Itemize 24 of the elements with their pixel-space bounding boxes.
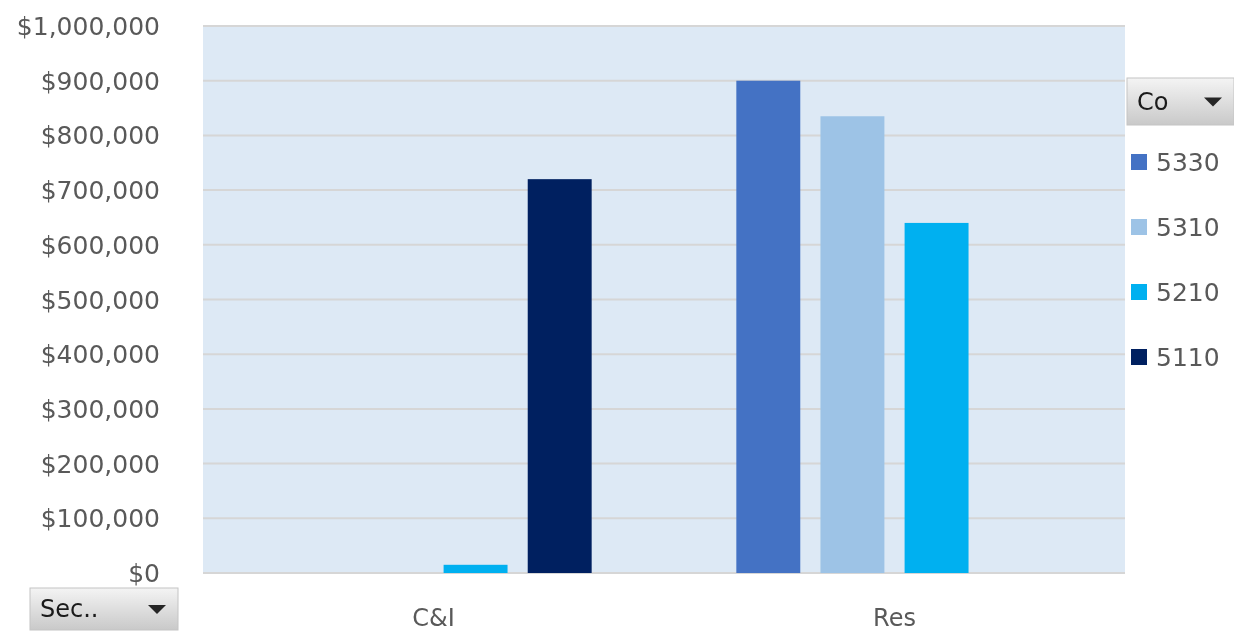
legend-title: Co bbox=[1137, 87, 1169, 116]
y-tick-label: $900,000 bbox=[40, 66, 160, 96]
y-tick-label: $400,000 bbox=[40, 340, 160, 370]
legend-label: 5330 bbox=[1156, 148, 1220, 177]
y-tick-label: $0 bbox=[128, 559, 160, 588]
x-tick-label: C&I bbox=[412, 604, 455, 632]
legend-label: 5110 bbox=[1156, 343, 1220, 372]
bar bbox=[820, 116, 885, 573]
y-tick-label: $700,000 bbox=[40, 176, 160, 206]
legend-label: 5210 bbox=[1156, 278, 1220, 307]
x-tick-label: Res bbox=[873, 604, 916, 632]
y-tick-label: $600,000 bbox=[40, 230, 160, 260]
y-tick-label: $200,000 bbox=[40, 449, 160, 479]
y-tick-label: $800,000 bbox=[40, 121, 160, 151]
bar bbox=[527, 179, 592, 573]
y-tick-label: $1,000,000 bbox=[16, 12, 160, 41]
legend-label: 5310 bbox=[1156, 213, 1220, 242]
y-tick-label: $100,000 bbox=[40, 504, 160, 534]
y-tick-label: $300,000 bbox=[40, 394, 160, 424]
x-axis-title: Sec.. bbox=[40, 595, 99, 623]
bar bbox=[904, 222, 969, 573]
y-tick-label: $500,000 bbox=[40, 285, 160, 315]
bar bbox=[736, 80, 801, 573]
bar bbox=[443, 564, 508, 573]
